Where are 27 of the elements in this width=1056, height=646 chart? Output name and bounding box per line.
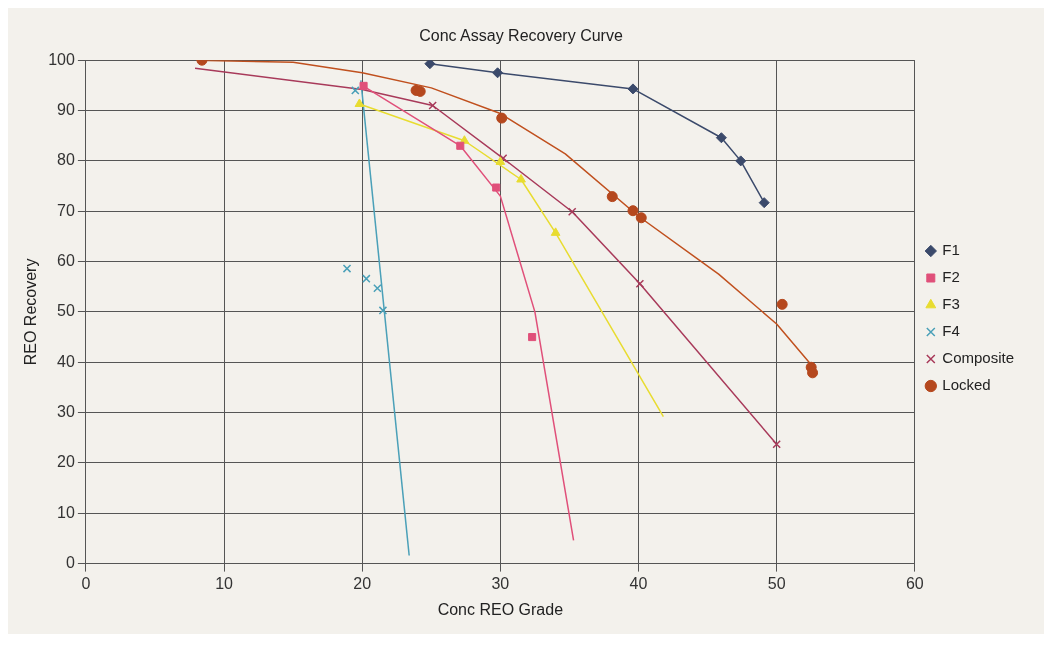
x-tick-label: 50 — [767, 574, 786, 592]
x-tick-label: 60 — [905, 574, 924, 592]
y-tick-label: 30 — [57, 402, 75, 420]
y-tick-label: 80 — [57, 151, 75, 169]
y-tick-label: 90 — [57, 100, 75, 118]
legend-label: Composite — [942, 349, 1015, 367]
y-tick-label: 60 — [57, 251, 75, 269]
x-tick-label: 30 — [491, 574, 510, 592]
x-axis-title: Conc REO Grade — [437, 600, 564, 618]
chart-title: Conc Assay Recovery Curve — [419, 27, 623, 45]
y-tick-label: 0 — [65, 554, 75, 572]
y-tick-label: 70 — [57, 201, 75, 219]
x-tick-label: 40 — [629, 574, 648, 592]
y-tick-label: 20 — [57, 453, 75, 471]
x-tick-label: 0 — [81, 574, 91, 592]
x-tick-label: 20 — [353, 574, 372, 592]
y-tick-label: 50 — [57, 302, 75, 320]
legend-label: F2 — [942, 268, 960, 286]
legend-label: F4 — [942, 322, 960, 340]
y-axis-title: REO Recovery — [22, 258, 40, 366]
y-tick-label: 40 — [57, 352, 75, 370]
y-tick-label: 10 — [57, 503, 75, 521]
legend-label: F1 — [942, 241, 960, 259]
y-tick-label: 100 — [48, 50, 75, 68]
x-tick-label: 10 — [215, 574, 234, 592]
legend-label: Locked — [942, 376, 991, 394]
legend-label: F3 — [942, 295, 960, 313]
